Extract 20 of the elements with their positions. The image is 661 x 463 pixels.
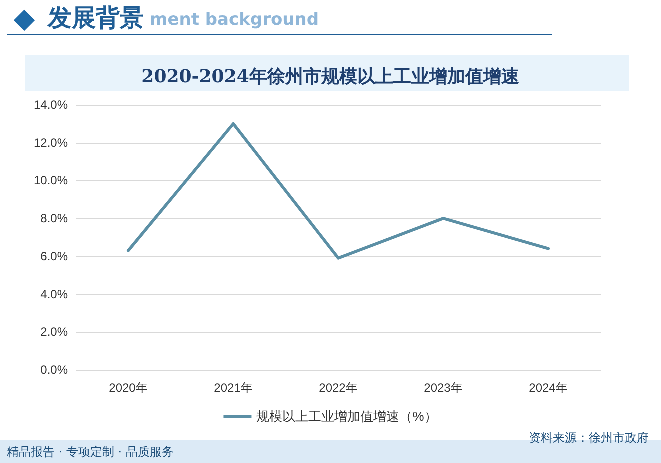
line-series bbox=[127, 122, 550, 260]
chart-title: 2020-2024年徐州市规模以上工业增加值增速 bbox=[142, 66, 520, 88]
text: 资料来源：徐州市政府 bbox=[529, 430, 649, 447]
y-tick-label: 2.0% bbox=[40, 325, 68, 340]
y-tick-label: 8.0% bbox=[40, 212, 68, 226]
y-tick-label: 12.0% bbox=[34, 136, 68, 150]
x-tick-label: 2021年 bbox=[214, 381, 253, 395]
text: 发展背景 bbox=[48, 3, 144, 34]
text: ment background bbox=[150, 10, 320, 30]
x-tick-label: 2024年 bbox=[529, 381, 568, 395]
y-tick-label: 6.0% bbox=[40, 249, 68, 264]
x-tick-label: 2023年 bbox=[424, 381, 463, 395]
y-tick-label: 10.0% bbox=[34, 174, 68, 188]
y-tick-label: 14.0% bbox=[34, 98, 68, 112]
y-tick-label: 4.0% bbox=[40, 287, 68, 302]
legend-label: 规模以上工业增加值增速（%） bbox=[256, 409, 438, 424]
y-tick-label: 0.0% bbox=[40, 363, 68, 377]
text: 精品报告 · 专项定制 · 品质服务 bbox=[7, 444, 174, 461]
x-tick-label: 2020年 bbox=[109, 381, 148, 395]
x-tick-label: 2022年 bbox=[319, 381, 358, 395]
